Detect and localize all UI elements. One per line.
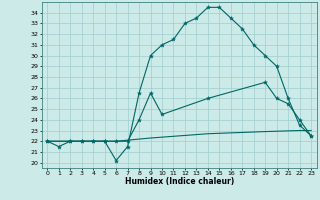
X-axis label: Humidex (Indice chaleur): Humidex (Indice chaleur) — [124, 177, 234, 186]
